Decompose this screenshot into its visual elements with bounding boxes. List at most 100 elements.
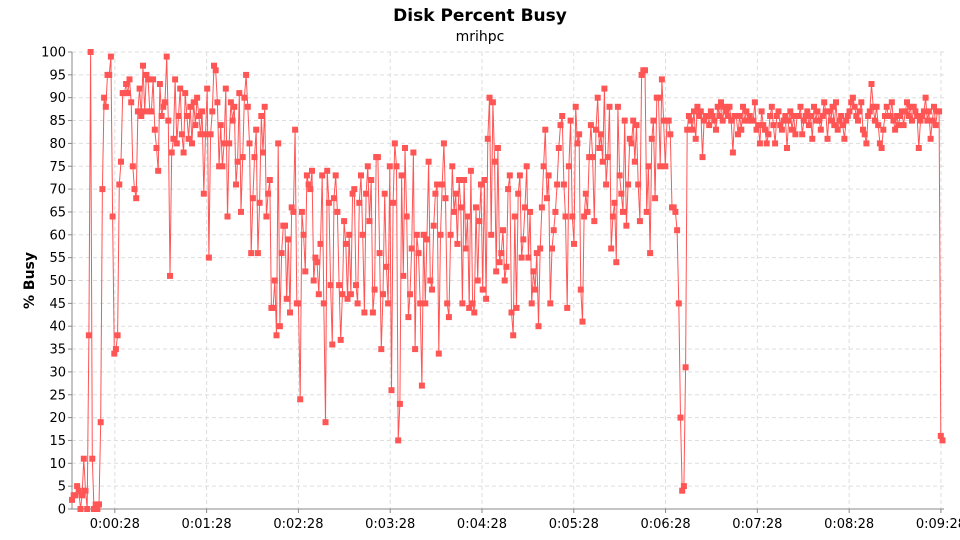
data-point	[388, 387, 395, 394]
data-point	[219, 163, 226, 170]
data-point	[616, 172, 623, 179]
data-point	[855, 117, 861, 124]
data-point	[118, 158, 124, 165]
data-point	[876, 140, 883, 147]
data-point	[205, 254, 212, 261]
data-point	[254, 250, 261, 257]
data-point	[97, 419, 104, 426]
data-point	[846, 108, 853, 115]
data-point	[887, 113, 894, 119]
data-point	[241, 94, 248, 101]
data-point	[134, 108, 141, 115]
data-point	[491, 158, 498, 165]
y-tick-label: 30	[49, 365, 66, 380]
data-point	[638, 71, 645, 78]
data-point	[929, 117, 936, 124]
data-point	[743, 108, 750, 115]
data-point	[209, 108, 216, 115]
data-point	[214, 99, 221, 106]
data-point	[508, 309, 515, 316]
data-point	[927, 135, 934, 142]
data-point	[527, 208, 534, 215]
data-point	[674, 227, 681, 234]
x-tick-label: 0:02:28	[273, 517, 323, 532]
data-point	[180, 149, 187, 156]
data-point	[728, 117, 735, 124]
data-point	[866, 108, 873, 115]
data-point	[711, 117, 718, 124]
data-point	[133, 195, 140, 202]
data-point	[380, 291, 386, 298]
data-point	[288, 204, 295, 211]
data-point	[452, 190, 459, 197]
data-point	[376, 250, 383, 257]
x-tick-label: 0:04:28	[457, 517, 507, 532]
x-tick-label: 0:03:28	[365, 517, 415, 532]
data-point	[374, 154, 381, 161]
data-point	[540, 163, 547, 170]
data-point	[246, 140, 253, 147]
data-point	[351, 186, 358, 193]
data-point	[613, 259, 620, 266]
data-point	[834, 126, 841, 133]
data-point	[303, 172, 310, 179]
data-point	[226, 140, 233, 147]
data-point	[72, 492, 79, 499]
data-point	[522, 204, 528, 211]
data-point	[611, 199, 618, 206]
data-point	[758, 108, 765, 115]
data-point	[770, 122, 777, 129]
data-point	[919, 113, 926, 119]
data-point	[366, 218, 373, 225]
data-point	[413, 231, 420, 238]
data-point	[858, 99, 865, 106]
data-point	[187, 103, 194, 110]
data-point	[775, 108, 782, 115]
data-point	[882, 113, 888, 119]
data-point	[667, 131, 674, 138]
data-point	[111, 350, 118, 357]
data-point	[361, 309, 368, 316]
data-point	[106, 71, 113, 78]
data-point	[505, 186, 512, 193]
data-point	[528, 300, 535, 307]
data-point	[456, 177, 463, 183]
data-point	[488, 231, 495, 238]
data-point	[893, 113, 900, 119]
y-tick-label: 0	[58, 503, 66, 518]
data-point	[863, 140, 870, 147]
data-point	[713, 126, 719, 133]
data-point	[560, 181, 567, 188]
data-point	[723, 108, 730, 115]
data-point	[878, 145, 885, 151]
data-point	[890, 117, 897, 124]
data-point	[378, 346, 385, 353]
data-point	[151, 126, 158, 133]
data-point	[309, 167, 315, 174]
data-point	[680, 483, 687, 490]
data-point	[819, 113, 826, 119]
data-point	[586, 154, 593, 161]
data-point	[931, 103, 937, 110]
x-tick-label: 0:05:28	[549, 517, 599, 532]
data-point	[745, 117, 752, 124]
y-tick-label: 35	[49, 343, 66, 358]
data-point	[547, 300, 554, 307]
data-point	[787, 108, 794, 115]
data-point	[312, 254, 319, 261]
data-point	[109, 213, 116, 220]
data-point	[263, 213, 270, 220]
data-point	[500, 227, 506, 234]
data-point	[907, 103, 914, 110]
data-point	[904, 99, 910, 106]
data-point	[841, 135, 848, 142]
data-point	[341, 218, 348, 225]
data-point	[799, 131, 806, 138]
data-point	[271, 277, 278, 284]
data-point	[511, 213, 518, 220]
y-tick-label: 100	[41, 46, 66, 61]
data-point	[99, 186, 106, 193]
data-point	[545, 172, 552, 179]
data-point	[538, 204, 545, 211]
data-point	[248, 250, 255, 257]
